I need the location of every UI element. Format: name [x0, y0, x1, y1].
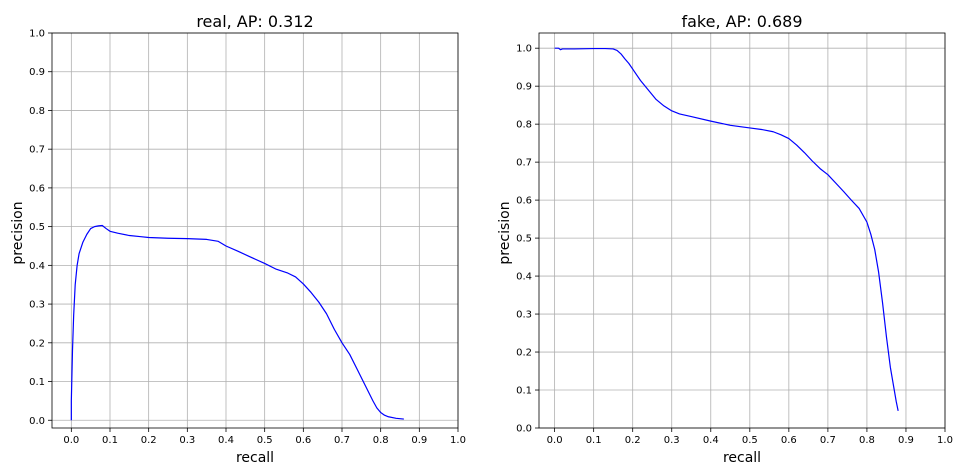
- y-tick-label: 0.0: [516, 424, 532, 435]
- y-tick-label: 0.1: [516, 386, 532, 397]
- x-tick-label: 0.0: [547, 435, 563, 446]
- x-tick-label: 0.1: [586, 435, 602, 446]
- y-tick-label: 0.4: [516, 272, 532, 283]
- chart-title: real, AP: 0.312: [196, 12, 313, 31]
- y-tick-label: 0.4: [29, 261, 45, 272]
- x-tick-label: 0.4: [218, 435, 234, 446]
- y-tick-label: 0.5: [29, 222, 45, 233]
- y-tick-label: 0.9: [516, 82, 532, 93]
- y-tick-label: 0.2: [516, 348, 532, 359]
- y-tick-label: 1.0: [516, 44, 532, 55]
- grid: [539, 33, 946, 429]
- y-tick-label: 0.2: [29, 338, 45, 349]
- pr-curve-line: [70, 224, 404, 421]
- x-axis-label: recall: [723, 450, 761, 466]
- chart-title: fake, AP: 0.689: [681, 12, 802, 31]
- x-tick-label: 0.4: [703, 435, 719, 446]
- y-axis-label: precision: [497, 201, 513, 264]
- x-axis-label: recall: [236, 450, 274, 466]
- x-tick-label: 0.0: [63, 435, 79, 446]
- grid: [52, 32, 459, 428]
- y-tick-label: 0.3: [516, 310, 532, 321]
- plot-frame: [51, 32, 459, 429]
- pr-curve-line: [554, 47, 899, 412]
- y-tick-label: 0.8: [516, 120, 532, 131]
- x-tick-label: 0.2: [141, 435, 157, 446]
- y-tick-label: 1.0: [29, 29, 45, 40]
- y-tick-label: 0.3: [29, 300, 45, 311]
- x-tick-label: 1.0: [937, 435, 953, 446]
- fake-pr-chart: fake, AP: 0.689 recall precision 0.0 0.1 0…: [497, 12, 953, 466]
- y-tick-label: 0.7: [29, 145, 45, 156]
- x-tick-label: 0.7: [820, 435, 836, 446]
- y-tick-label: 0.6: [516, 196, 532, 207]
- x-tick-label: 0.5: [257, 435, 273, 446]
- y-tick-label: 0.6: [29, 183, 45, 194]
- x-tick-label: 0.3: [664, 435, 680, 446]
- plot-frame: [538, 32, 946, 429]
- y-tick-label: 0.9: [29, 67, 45, 78]
- x-tick-label: 0.2: [625, 435, 641, 446]
- x-tick-label: 0.6: [781, 435, 797, 446]
- y-axis-label: precision: [10, 201, 26, 264]
- x-tick-label: 0.6: [295, 435, 311, 446]
- y-tick-label: 0.5: [516, 234, 532, 245]
- x-tick-label: 0.1: [102, 435, 118, 446]
- y-tick-label: 0.0: [29, 416, 45, 427]
- x-tick-label: 0.3: [179, 435, 195, 446]
- y-tick-label: 0.7: [516, 158, 532, 169]
- y-tick-label: 0.1: [29, 377, 45, 388]
- x-tick-label: 1.0: [450, 435, 466, 446]
- x-tick-label: 0.5: [742, 435, 758, 446]
- x-tick-label: 0.9: [898, 435, 914, 446]
- x-tick-label: 0.8: [373, 435, 389, 446]
- x-tick-label: 0.9: [411, 435, 427, 446]
- x-tick-label: 0.7: [334, 435, 350, 446]
- y-tick-label: 0.8: [29, 106, 45, 117]
- real-pr-chart: real, AP: 0.312 recall precision 0.0 0.1 0…: [10, 12, 466, 466]
- x-tick-label: 0.8: [859, 435, 875, 446]
